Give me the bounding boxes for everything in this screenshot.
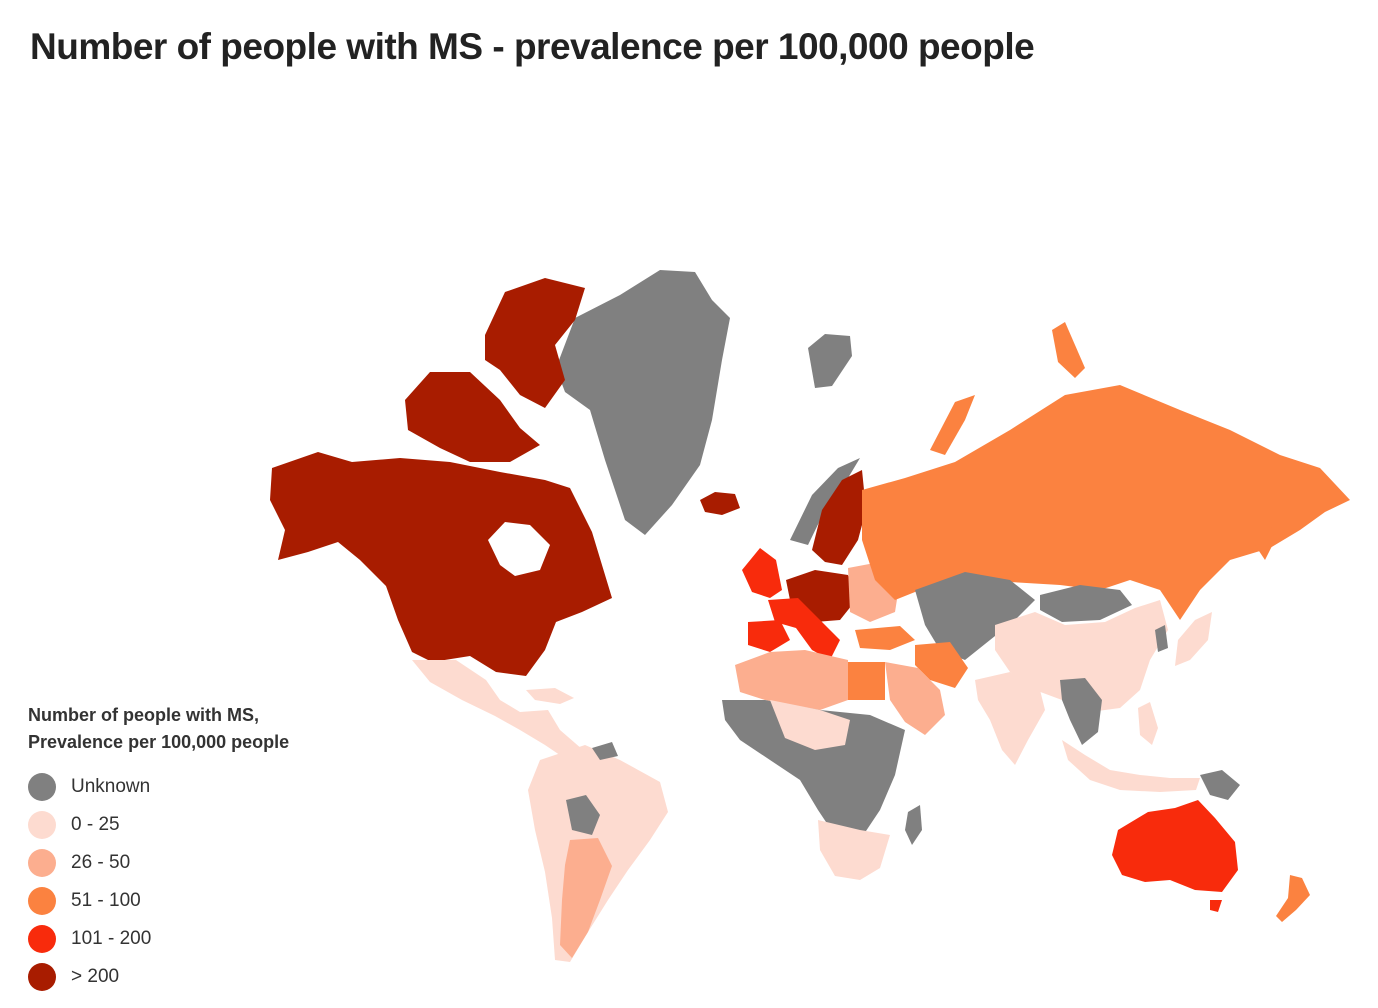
legend-label-over-200: > 200 — [71, 966, 120, 987]
region-philippines[interactable] — [1138, 702, 1158, 745]
legend-label-unknown: Unknown — [71, 776, 151, 797]
region-greenland[interactable] — [556, 270, 730, 535]
region-southern-africa[interactable] — [818, 820, 890, 880]
region-korea[interactable] — [1155, 625, 1168, 652]
legend-label-101-200: 101 - 200 — [71, 928, 152, 949]
region-tasmania[interactable] — [1210, 900, 1222, 912]
region-southern-europe[interactable] — [768, 598, 840, 660]
legend-swatch-26-50 — [28, 849, 56, 877]
legend-item-unknown: Unknown — [28, 768, 328, 806]
region-india[interactable] — [975, 672, 1045, 765]
region-hudson-bay — [488, 522, 550, 576]
region-central-asia[interactable] — [915, 572, 1035, 660]
region-mongolia[interactable] — [1040, 585, 1132, 622]
region-sahel[interactable] — [770, 700, 850, 750]
region-canada-arctic[interactable] — [485, 278, 585, 408]
region-novaya-zemlya[interactable] — [930, 395, 975, 455]
region-argentina[interactable] — [560, 838, 612, 958]
legend-item-101-200: 101 - 200 — [28, 920, 328, 958]
legend-label-0-25: 0 - 25 — [71, 814, 120, 835]
region-australia[interactable] — [1112, 800, 1238, 892]
legend-swatch-51-100 — [28, 887, 56, 915]
page-title: Number of people with MS - prevalence pe… — [30, 26, 1035, 67]
region-japan[interactable] — [1175, 612, 1212, 666]
map-legend: Number of people with MS, Prevalence per… — [28, 702, 328, 996]
legend-item-0-25: 0 - 25 — [28, 806, 328, 844]
region-new-guinea[interactable] — [1200, 770, 1240, 800]
region-russia[interactable] — [862, 385, 1350, 620]
region-iberia[interactable] — [748, 620, 790, 652]
legend-swatch-over-200 — [28, 963, 56, 991]
region-british-isles[interactable] — [742, 548, 782, 598]
region-mexico-central-america[interactable] — [412, 660, 590, 766]
region-sakhalin[interactable] — [1255, 505, 1275, 560]
region-china[interactable] — [995, 600, 1168, 712]
region-canada-arctic-2[interactable] — [405, 372, 540, 462]
region-guyanas[interactable] — [592, 742, 618, 760]
region-severnaya-zemlya[interactable] — [1052, 322, 1085, 378]
legend-label-26-50: 26 - 50 — [71, 852, 131, 873]
legend-title-line-1: Number of people with MS, — [28, 705, 260, 725]
region-svalbard[interactable] — [808, 334, 852, 388]
region-scandinavia[interactable] — [812, 470, 866, 565]
region-iran[interactable] — [915, 642, 968, 688]
region-north-africa[interactable] — [735, 650, 848, 710]
region-egypt[interactable] — [848, 662, 885, 700]
legend-item-over-200: > 200 — [28, 958, 328, 996]
region-arabia[interactable] — [885, 662, 945, 735]
legend-item-26-50: 26 - 50 — [28, 844, 328, 882]
region-madagascar[interactable] — [905, 805, 922, 845]
legend-swatch-unknown — [28, 773, 56, 801]
region-southeast-asia[interactable] — [1060, 678, 1102, 745]
region-new-zealand[interactable] — [1276, 875, 1310, 922]
region-turkey[interactable] — [855, 626, 915, 650]
region-bolivia[interactable] — [566, 795, 600, 835]
legend-title: Number of people with MS, Prevalence per… — [28, 702, 328, 756]
region-iceland[interactable] — [700, 492, 740, 515]
legend-items: Unknown 0 - 25 26 - 50 51 - 100 101 - 20… — [28, 768, 328, 996]
legend-swatch-101-200 — [28, 925, 56, 953]
legend-swatch-0-25 — [28, 811, 56, 839]
region-west-central-africa[interactable] — [722, 700, 905, 840]
region-north-america[interactable] — [270, 452, 612, 676]
region-indonesia[interactable] — [1062, 740, 1200, 792]
legend-title-line-2: Prevalence per 100,000 people — [28, 732, 290, 752]
legend-item-51-100: 51 - 100 — [28, 882, 328, 920]
region-caribbean[interactable] — [526, 688, 574, 704]
legend-label-51-100: 51 - 100 — [71, 890, 141, 911]
